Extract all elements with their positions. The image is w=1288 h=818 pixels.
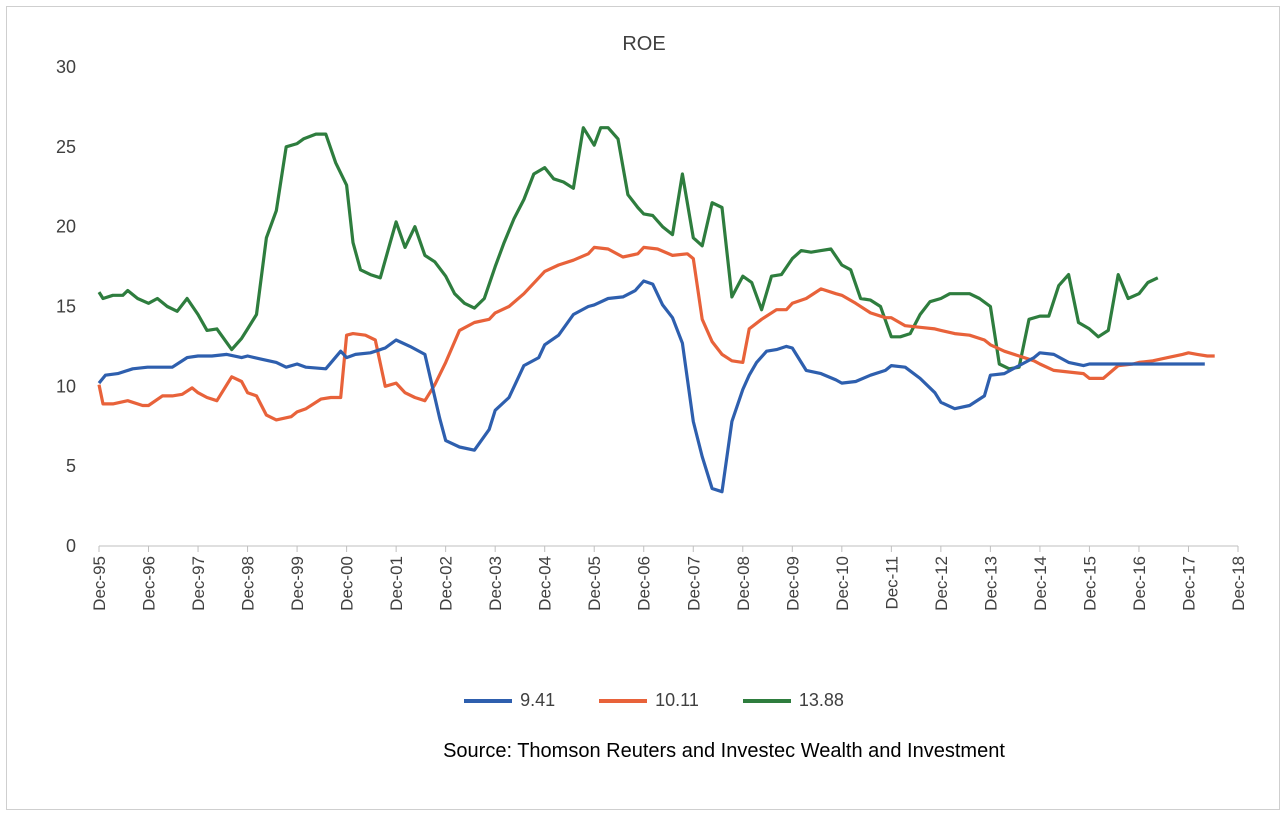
legend-item-1: 9.41 (464, 690, 555, 711)
legend-label-3: 13.88 (798, 690, 844, 710)
legend-item-2: 10.11 (599, 690, 699, 711)
legend-swatch-1 (464, 698, 513, 703)
x-tick-label: Dec-02 (437, 556, 456, 611)
x-tick-label: Dec-07 (684, 556, 703, 611)
x-tick-label: Dec-05 (585, 556, 604, 611)
x-tick-label: Dec-08 (734, 556, 753, 611)
chart-frame (6, 6, 1280, 810)
series-line-9-41 (97, 279, 1205, 494)
x-tick-label: Dec-18 (1229, 556, 1248, 611)
y-tick-label: 0 (66, 536, 76, 556)
legend-swatch-2 (599, 698, 648, 703)
x-tick-label: Dec-04 (536, 556, 555, 611)
y-tick-label: 10 (56, 376, 76, 396)
legend-swatch-3 (742, 698, 791, 703)
x-tick-label: Dec-16 (1130, 556, 1149, 611)
x-tick-label: Dec-10 (833, 556, 852, 611)
x-tick-label: Dec-00 (338, 556, 357, 611)
chart-title: ROE (622, 33, 666, 55)
legend-label-1: 9.41 (520, 690, 556, 710)
y-tick-label: 20 (56, 217, 76, 237)
legend-label-2: 10.11 (655, 690, 699, 710)
x-tick-label: Dec-95 (90, 556, 109, 611)
y-tick-label: 15 (56, 297, 76, 317)
x-tick-label: Dec-03 (486, 556, 505, 611)
x-tick-label: Dec-09 (783, 556, 802, 611)
series-line-10-11 (97, 245, 1215, 422)
x-tick-label: Dec-15 (1080, 556, 1099, 611)
y-tick-label: 5 (66, 456, 76, 476)
chart-source-note: Source: Thomson Reuters and Investec Wea… (443, 740, 1005, 762)
series-line-13-88 (97, 126, 1159, 371)
legend-item-3: 13.88 (742, 690, 844, 711)
x-tick-label: Dec-99 (288, 556, 307, 611)
x-tick-label: Dec-06 (635, 556, 654, 611)
x-tick-label: Dec-97 (189, 556, 208, 611)
x-tick-label: Dec-11 (882, 556, 901, 610)
x-tick-label: Dec-01 (387, 556, 406, 611)
x-tick-label: Dec-17 (1179, 556, 1198, 611)
chart-legend: 9.41 10.11 13.88 (0, 690, 1288, 711)
x-tick-label: Dec-14 (1031, 556, 1050, 611)
x-tick-label: Dec-12 (932, 556, 951, 611)
y-tick-label: 30 (56, 57, 76, 77)
x-tick-label: Dec-96 (140, 556, 159, 611)
x-tick-label: Dec-13 (981, 556, 1000, 611)
x-tick-label: Dec-98 (239, 556, 258, 611)
y-tick-label: 25 (56, 137, 76, 157)
